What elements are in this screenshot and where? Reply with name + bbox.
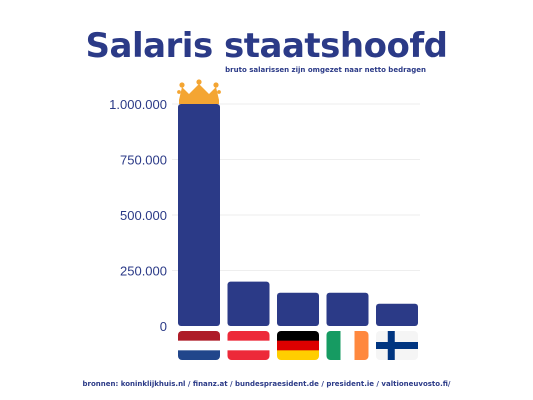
bar-duitsland xyxy=(277,292,319,326)
y-tick-label: 250.000 xyxy=(120,264,167,279)
crown-base xyxy=(179,100,219,104)
chart-subtitle: bruto salarissen zijn omgezet naar netto… xyxy=(225,66,426,74)
crown-jewel xyxy=(177,90,181,94)
flag-nederland xyxy=(178,331,220,360)
y-tick-label: 1.000.000 xyxy=(109,97,167,112)
bar-ierland xyxy=(326,292,369,326)
flag-finland xyxy=(376,331,418,360)
crown-jewel xyxy=(196,79,202,85)
sources-footer: bronnen: koninklijkhuis.nl / finanz.at /… xyxy=(82,380,451,388)
chart-title: Salaris staatshoofd xyxy=(85,26,448,66)
flag-oostenrijk xyxy=(227,331,270,360)
crown-shape xyxy=(179,84,219,100)
flag-ierland xyxy=(326,331,369,360)
flag-duitsland xyxy=(277,331,319,360)
y-tick-label: 0 xyxy=(160,319,167,334)
bar-finland xyxy=(376,303,418,326)
bars xyxy=(178,104,418,326)
crown-jewel xyxy=(217,90,221,94)
crown-jewel xyxy=(213,82,219,88)
y-tick-label: 750.000 xyxy=(120,153,167,168)
bar-oostenrijk xyxy=(227,281,270,326)
flags xyxy=(178,331,418,360)
crown-jewel xyxy=(179,82,185,88)
bar-nederland xyxy=(178,104,220,326)
y-tick-label: 500.000 xyxy=(120,208,167,223)
y-axis-ticks: 0 250.000 500.000 750.000 1.000.000 xyxy=(109,97,167,334)
crown-icon xyxy=(177,79,221,104)
